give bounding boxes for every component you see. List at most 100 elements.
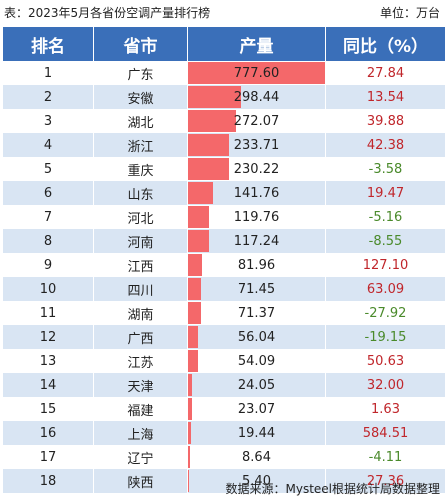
province-cell: 广东 [94,61,188,85]
output-value: 119.76 [233,209,280,225]
table-row: 17 辽宁 8.64 -4.11 [3,445,445,469]
output-bar [188,470,189,492]
yoy-cell: 27.36 [366,473,405,489]
province-cell: 辽宁 [94,445,188,469]
output-bar [188,86,241,108]
rank-cell: 8 [3,229,94,253]
ranking-table: 排名 省市 产量 同比（%） 1 广东 777.60 27.84 2 安徽 298.44 13… [3,27,445,493]
header-rank: 排名 [3,27,94,61]
output-bar [188,326,198,348]
yoy-cell: 19.47 [366,185,405,201]
header-output: 产量 [188,27,326,61]
table-row: 15 福建 23.07 1.63 [3,397,445,421]
output-value: 56.04 [237,329,276,345]
output-bar [188,302,201,324]
output-bar [188,158,229,180]
table-row: 18 陕西 5.40 27.36 [3,469,445,493]
province-cell: 江苏 [94,349,188,373]
yoy-cell: -8.55 [368,233,403,249]
rank-cell: 12 [3,325,94,349]
table-row: 9 江西 81.96 127.10 [3,253,445,277]
rank-cell: 1 [3,61,94,85]
yoy-cell: 127.10 [362,257,409,273]
yoy-cell: 584.51 [362,425,409,441]
output-value: 54.09 [237,353,276,369]
yoy-cell: -19.15 [364,329,407,345]
table-row: 16 上海 19.44 584.51 [3,421,445,445]
caption-bar: 表：2023年5月各省份空调产量排行榜 单位：万台 [0,0,448,22]
rank-cell: 13 [3,349,94,373]
table-row: 6 山东 141.76 19.47 [3,181,445,205]
rank-cell: 10 [3,277,94,301]
output-cell: 71.45 [188,277,326,301]
output-value: 777.60 [233,65,280,81]
yoy-cell: -4.11 [368,449,403,465]
output-value: 71.45 [237,281,276,297]
output-cell: 230.22 [188,157,326,181]
table-row: 7 河北 119.76 -5.16 [3,205,445,229]
output-value: 23.07 [237,401,276,417]
output-cell: 56.04 [188,325,326,349]
output-value: 8.64 [242,449,271,465]
rank-cell: 17 [3,445,94,469]
province-cell: 陕西 [94,469,188,493]
province-cell: 河北 [94,205,188,229]
output-cell: 272.07 [188,109,326,133]
output-value: 272.07 [233,113,280,129]
yoy-cell: -3.58 [368,161,403,177]
province-cell: 湖北 [94,109,188,133]
output-value: 5.40 [242,473,271,489]
table-row: 2 安徽 298.44 13.54 [3,85,445,109]
rank-cell: 11 [3,301,94,325]
output-value: 117.24 [233,233,280,249]
rank-cell: 4 [3,133,94,157]
yoy-cell: 63.09 [366,281,405,297]
output-cell: 298.44 [188,85,326,109]
output-cell: 777.60 [188,61,326,85]
yoy-cell: 42.38 [366,137,405,153]
output-value: 81.96 [237,257,276,273]
output-bar [188,422,192,444]
yoy-cell: 32.00 [366,377,405,393]
rank-cell: 15 [3,397,94,421]
table-title: 表：2023年5月各省份空调产量排行榜 [4,6,211,20]
output-cell: 141.76 [188,181,326,205]
output-bar [188,110,236,132]
output-bar [188,446,190,468]
province-cell: 广西 [94,325,188,349]
header-yoy: 同比（%） [342,36,429,57]
output-value: 298.44 [233,89,280,105]
table-row: 4 浙江 233.71 42.38 [3,133,445,157]
source-note: 数据来源：Mysteel根据统计局数据整理 [225,482,440,496]
table-row: 13 江苏 54.09 50.63 [3,349,445,373]
output-bar [188,62,325,84]
output-cell: 23.07 [188,397,326,421]
output-bar [188,134,230,156]
table-row: 5 重庆 230.22 -3.58 [3,157,445,181]
rank-cell: 7 [3,205,94,229]
table-row: 12 广西 56.04 -19.15 [3,325,445,349]
output-value: 24.05 [237,377,276,393]
yoy-cell: 39.88 [366,113,405,129]
province-cell: 四川 [94,277,188,301]
province-cell: 福建 [94,397,188,421]
rank-cell: 3 [3,109,94,133]
output-cell: 5.40 [188,469,326,493]
rank-cell: 6 [3,181,94,205]
rank-cell: 2 [3,85,94,109]
output-bar [188,398,193,420]
rank-cell: 16 [3,421,94,445]
table-row: 8 河南 117.24 -8.55 [3,229,445,253]
output-bar [188,254,203,276]
yoy-cell: -27.92 [364,305,407,321]
output-cell: 54.09 [188,349,326,373]
rank-cell: 14 [3,373,94,397]
province-cell: 湖南 [94,301,188,325]
output-cell: 24.05 [188,373,326,397]
table-body: 1 广东 777.60 27.84 2 安徽 298.44 13.54 3 湖北 272.07 39.… [3,61,445,493]
province-cell: 河南 [94,229,188,253]
table-row: 10 四川 71.45 63.09 [3,277,445,301]
yoy-cell: 27.84 [366,65,405,81]
output-bar [188,350,198,372]
output-cell: 8.64 [188,445,326,469]
